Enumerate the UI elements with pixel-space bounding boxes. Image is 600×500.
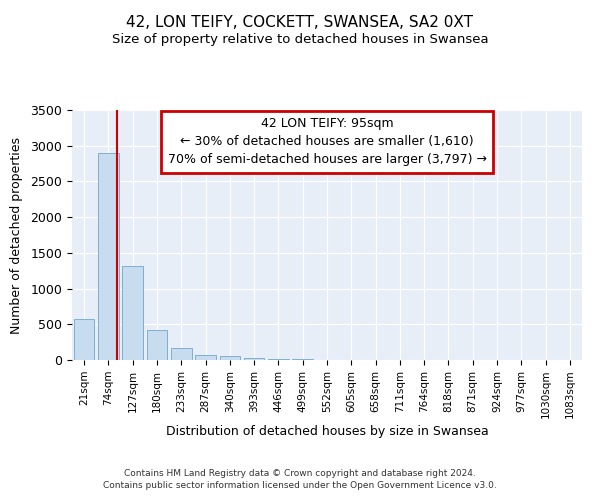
X-axis label: Distribution of detached houses by size in Swansea: Distribution of detached houses by size … — [166, 426, 488, 438]
Y-axis label: Number of detached properties: Number of detached properties — [10, 136, 23, 334]
Text: 42 LON TEIFY: 95sqm
← 30% of detached houses are smaller (1,610)
70% of semi-det: 42 LON TEIFY: 95sqm ← 30% of detached ho… — [167, 118, 487, 166]
Bar — [268, 358, 289, 360]
Bar — [220, 356, 240, 360]
Bar — [98, 153, 119, 360]
Text: 42, LON TEIFY, COCKETT, SWANSEA, SA2 0XT: 42, LON TEIFY, COCKETT, SWANSEA, SA2 0XT — [127, 15, 473, 30]
Bar — [244, 358, 265, 360]
Bar — [74, 318, 94, 360]
Bar — [146, 330, 167, 360]
Bar — [195, 355, 216, 360]
Bar — [122, 266, 143, 360]
Text: Size of property relative to detached houses in Swansea: Size of property relative to detached ho… — [112, 32, 488, 46]
Text: Contains HM Land Registry data © Crown copyright and database right 2024.
Contai: Contains HM Land Registry data © Crown c… — [103, 468, 497, 490]
Bar — [171, 348, 191, 360]
